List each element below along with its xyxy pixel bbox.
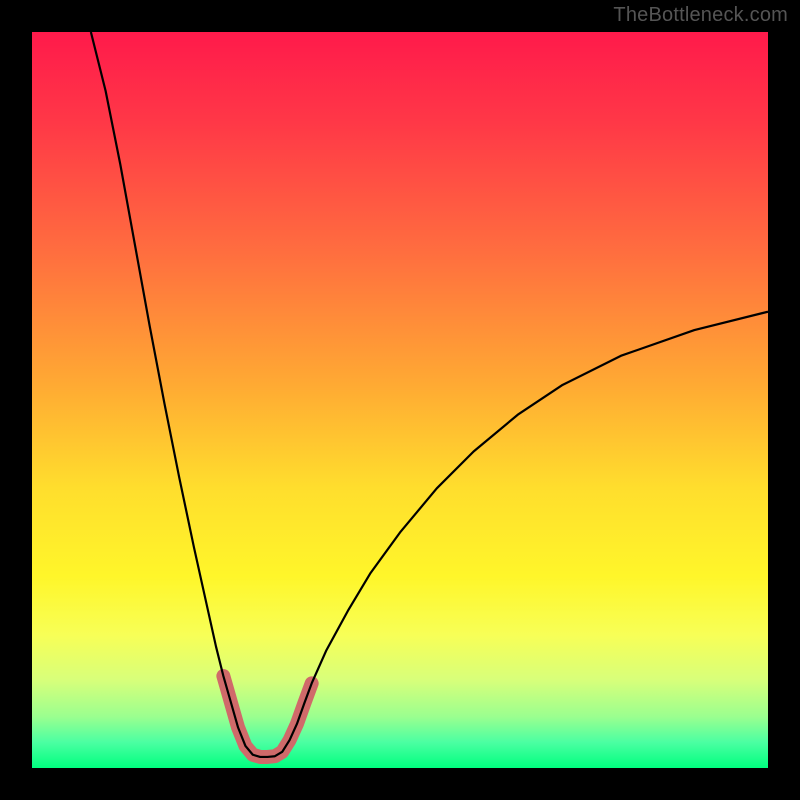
plot-background <box>32 32 768 768</box>
chart-stage: TheBottleneck.com <box>0 0 800 800</box>
watermark-text: TheBottleneck.com <box>613 4 788 27</box>
bottleneck-chart <box>0 0 800 800</box>
